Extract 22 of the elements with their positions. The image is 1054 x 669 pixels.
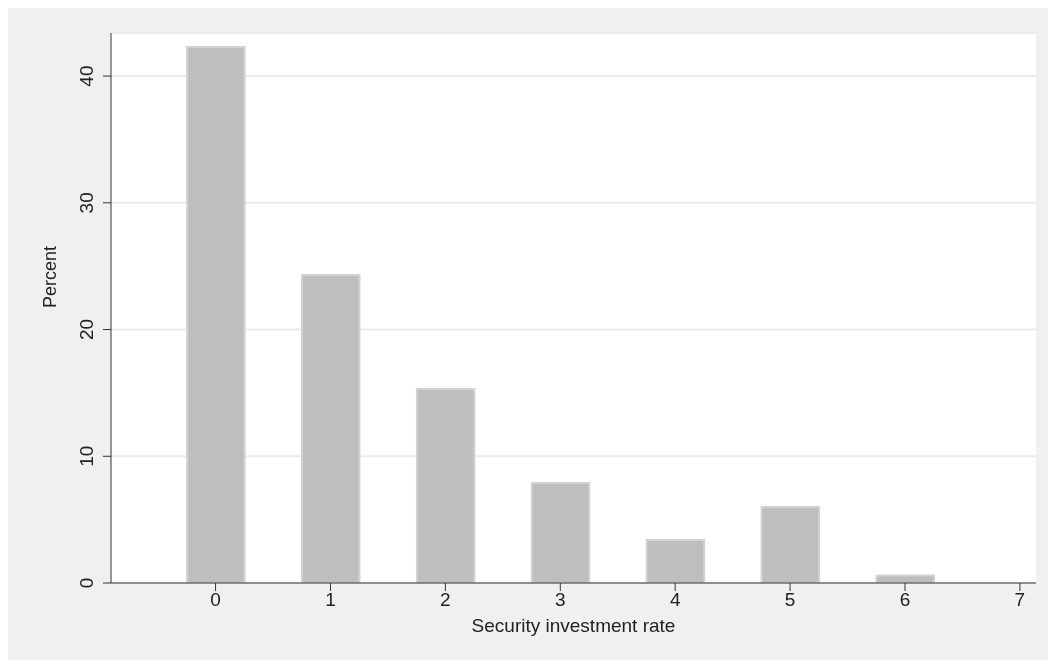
y-tick-label: 10	[76, 445, 97, 467]
y-tick-label: 30	[76, 192, 97, 214]
y-tick-label: 40	[76, 65, 97, 87]
y-axis-title: Percent	[40, 245, 61, 308]
x-tick-label: 7	[1014, 589, 1026, 611]
x-tick-label: 1	[325, 589, 336, 611]
bar	[875, 574, 936, 583]
x-axis-title: Security investment rate	[471, 615, 676, 637]
x-tick-label: 4	[669, 589, 681, 611]
bar	[415, 388, 476, 583]
y-tick-label: 0	[76, 577, 97, 589]
x-tick-label: 3	[555, 589, 566, 611]
x-tick-label: 5	[784, 589, 796, 611]
x-tick-label: 2	[440, 589, 451, 611]
x-tick-label: 6	[899, 589, 911, 611]
bar	[530, 481, 591, 583]
x-tick-label: 0	[210, 589, 221, 611]
bar	[645, 538, 706, 583]
bar	[186, 45, 246, 583]
bar	[301, 274, 361, 583]
bar	[760, 505, 821, 583]
y-tick-label: 20	[76, 318, 97, 341]
